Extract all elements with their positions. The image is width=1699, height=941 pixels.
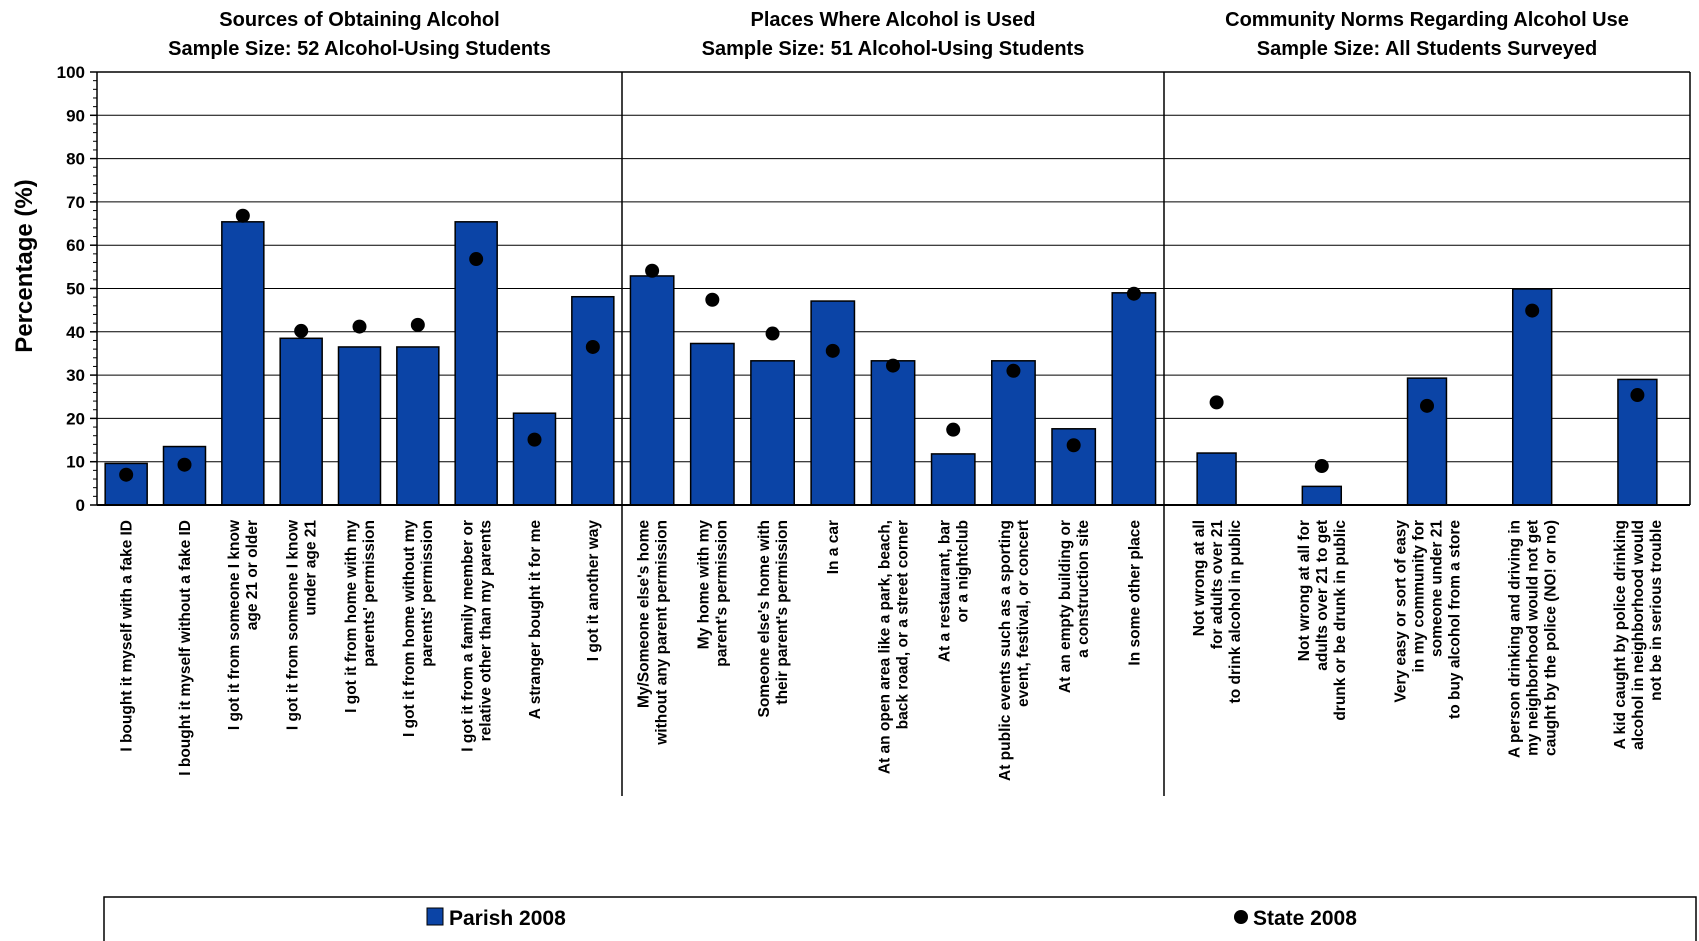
- legend-parish-swatch: [426, 907, 444, 926]
- parish-bar: [750, 360, 795, 506]
- category-label: A stranger bought it for me: [527, 520, 544, 720]
- category-label: I got it from home without myparents' pe…: [401, 520, 436, 737]
- parish-bar: [1406, 377, 1448, 506]
- y-axis-title: Percentage (%): [11, 179, 38, 352]
- parish-bar: [1111, 292, 1157, 506]
- state-point: [294, 323, 309, 338]
- parish-bar: [1301, 485, 1343, 506]
- category-label: At a restaurant, baror a nightclub: [937, 520, 972, 662]
- state-point: [1420, 398, 1434, 413]
- category-label: I got it from someone I knowunder age 21: [285, 519, 320, 730]
- category-label: Someone else's home withtheir parent's p…: [756, 520, 791, 718]
- state-point: [585, 339, 600, 354]
- parish-bar: [571, 295, 615, 506]
- state-point: [765, 326, 780, 341]
- state-point: [352, 319, 367, 334]
- category-labels: I bought it myself with a fake ID I bough…: [119, 519, 1665, 781]
- parish-bar: [221, 221, 265, 506]
- legend: Parish 2008 State 2008: [103, 896, 1697, 941]
- panel-title: Sources of Obtaining Alcohol: [219, 9, 499, 31]
- parish-bar: [991, 360, 1036, 506]
- y-tick-label: 0: [76, 496, 85, 515]
- y-tick-label: 40: [66, 323, 85, 342]
- legend-state-label: State 2008: [1253, 907, 1357, 930]
- parish-bar: [454, 221, 498, 506]
- category-label: I bought it myself without a fake ID: [177, 520, 194, 776]
- parish-bar: [162, 445, 207, 506]
- panel-titles: Sources of Obtaining Alcohol Sample Size:…: [168, 9, 1629, 60]
- y-tick-label: 30: [66, 366, 85, 385]
- legend-parish-label: Parish 2008: [449, 907, 566, 930]
- y-tick-label: 90: [66, 106, 85, 125]
- panel-title: Community Norms Regarding Alcohol Use: [1225, 9, 1629, 31]
- category-label: In a car: [825, 520, 842, 574]
- y-tick-label: 80: [66, 150, 85, 169]
- y-tick-label: 60: [66, 236, 85, 255]
- state-point: [886, 358, 900, 373]
- legend-state-marker: [1234, 910, 1248, 924]
- parish-bar: [689, 342, 735, 506]
- category-label: At public events such as a sportingevent…: [997, 520, 1032, 781]
- category-label: I got it from home with myparents' permi…: [343, 520, 378, 713]
- state-point: [1525, 303, 1540, 318]
- state-point: [410, 317, 425, 332]
- category-label: Not wrong at all foradults over 21 to ge…: [1296, 520, 1349, 721]
- state-point: [825, 343, 840, 358]
- parish-bar: [279, 337, 323, 506]
- state-point: [946, 422, 961, 437]
- category-label: Very easy or sort of easyin my community…: [1392, 520, 1463, 719]
- parish-bar: [396, 346, 440, 506]
- category-label: My/Someone else's homewithout any parent…: [636, 520, 671, 746]
- category-label: My home with myparent's permission: [696, 520, 731, 667]
- state-point: [1314, 459, 1329, 474]
- y-tick-label: 100: [57, 63, 85, 82]
- panel-subtitle: Sample Size: 51 Alcohol-Using Students: [702, 38, 1085, 60]
- state-point: [119, 467, 134, 482]
- state-point: [1209, 395, 1224, 410]
- state-point: [645, 263, 660, 278]
- state-point: [527, 432, 542, 447]
- parish-bar: [1511, 288, 1553, 506]
- parish-bar: [810, 300, 856, 506]
- panel-subtitle: Sample Size: 52 Alcohol-Using Students: [168, 38, 551, 60]
- parish-bar: [337, 346, 382, 506]
- category-label: At an empty building ora construction si…: [1057, 520, 1092, 693]
- y-ticks: 0 10 20 30 40 50 60 70 80 90 100: [57, 63, 97, 515]
- state-point: [177, 457, 192, 472]
- category-label: In some other place: [1126, 520, 1143, 666]
- dots: [119, 208, 1645, 482]
- panel-title: Places Where Alcohol is Used: [751, 9, 1036, 31]
- category-label: I got it from a family member orrelative…: [460, 520, 495, 752]
- parish-bar: [512, 412, 557, 506]
- category-label: At an open area like a park, beach,back …: [876, 520, 911, 774]
- y-tick-label: 10: [66, 453, 85, 472]
- parish-bar: [1196, 452, 1237, 506]
- state-point: [1066, 438, 1081, 453]
- y-tick-label: 50: [66, 280, 85, 299]
- category-label: I got it from someone I knowage 21 or ol…: [226, 519, 261, 730]
- state-point: [235, 208, 250, 223]
- state-point: [469, 252, 484, 267]
- category-label: I bought it myself with a fake ID: [119, 520, 136, 752]
- state-point: [705, 292, 720, 307]
- bars: [104, 221, 1658, 506]
- axes: [96, 71, 1691, 796]
- state-point: [1006, 363, 1021, 378]
- legend-box: [103, 896, 1697, 941]
- category-label: A person drinking and driving inmy neigh…: [1507, 520, 1560, 758]
- y-tick-label: 20: [66, 409, 85, 428]
- parish-bar: [930, 453, 976, 506]
- parish-bar: [629, 275, 675, 506]
- category-label: I got it another way: [585, 520, 602, 662]
- panel-subtitle: Sample Size: All Students Surveyed: [1257, 38, 1597, 60]
- state-point: [1126, 286, 1141, 301]
- parish-bar: [870, 360, 916, 506]
- state-point: [1630, 388, 1645, 403]
- category-label: A kid caught by police drinkingalcohol i…: [1612, 520, 1665, 750]
- category-label: Not wrong at allfor adults over 21to dri…: [1191, 520, 1244, 704]
- y-tick-label: 70: [66, 193, 85, 212]
